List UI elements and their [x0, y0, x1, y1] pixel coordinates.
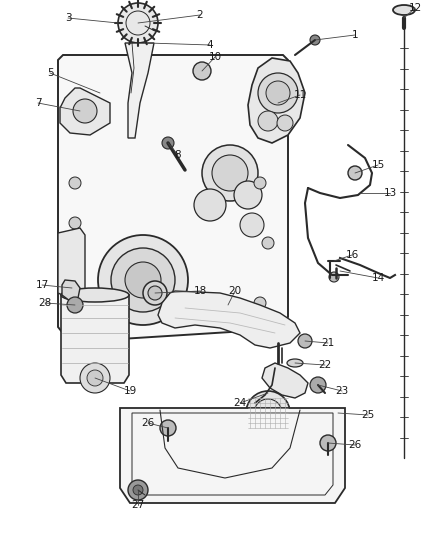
- Circle shape: [266, 81, 290, 105]
- Text: 28: 28: [39, 298, 52, 308]
- Text: 22: 22: [318, 360, 332, 370]
- Circle shape: [258, 73, 298, 113]
- Polygon shape: [158, 291, 300, 348]
- Text: 24: 24: [233, 398, 247, 408]
- Polygon shape: [60, 88, 110, 135]
- Text: 21: 21: [321, 338, 335, 348]
- Text: 15: 15: [371, 160, 385, 170]
- Circle shape: [246, 391, 290, 435]
- Circle shape: [310, 35, 320, 45]
- Circle shape: [133, 485, 143, 495]
- Circle shape: [254, 297, 266, 309]
- Polygon shape: [62, 280, 80, 301]
- Circle shape: [193, 62, 211, 80]
- Circle shape: [202, 145, 258, 201]
- Polygon shape: [120, 408, 345, 503]
- Circle shape: [234, 181, 262, 209]
- Circle shape: [143, 281, 167, 305]
- Text: 14: 14: [371, 273, 385, 283]
- Circle shape: [212, 155, 248, 191]
- Ellipse shape: [287, 359, 303, 367]
- Polygon shape: [248, 58, 305, 143]
- Text: 12: 12: [408, 3, 422, 13]
- Text: 10: 10: [208, 52, 222, 62]
- Ellipse shape: [61, 288, 129, 302]
- Circle shape: [111, 248, 175, 312]
- Text: 19: 19: [124, 386, 137, 396]
- Circle shape: [262, 237, 274, 249]
- Circle shape: [87, 370, 103, 386]
- Circle shape: [128, 480, 148, 500]
- Circle shape: [98, 235, 188, 325]
- Text: 17: 17: [35, 280, 49, 290]
- Polygon shape: [58, 228, 85, 303]
- Text: 26: 26: [348, 440, 362, 450]
- Text: 25: 25: [361, 410, 374, 420]
- Circle shape: [254, 177, 266, 189]
- Text: 20: 20: [229, 286, 242, 296]
- Text: 1: 1: [352, 30, 358, 40]
- Circle shape: [298, 334, 312, 348]
- Text: 27: 27: [131, 500, 145, 510]
- Circle shape: [74, 297, 86, 309]
- Circle shape: [310, 377, 326, 393]
- Text: 7: 7: [35, 98, 41, 108]
- Text: 26: 26: [141, 418, 155, 428]
- Text: 23: 23: [336, 386, 349, 396]
- Circle shape: [277, 115, 293, 131]
- Circle shape: [67, 297, 83, 313]
- Text: 13: 13: [383, 188, 397, 198]
- Circle shape: [194, 189, 226, 221]
- Circle shape: [240, 213, 264, 237]
- Polygon shape: [61, 295, 129, 383]
- Text: 16: 16: [346, 250, 359, 260]
- Text: 5: 5: [47, 68, 53, 78]
- Text: 11: 11: [293, 90, 307, 100]
- Text: 2: 2: [197, 10, 203, 20]
- Circle shape: [69, 217, 81, 229]
- Circle shape: [118, 3, 158, 43]
- Circle shape: [348, 166, 362, 180]
- Circle shape: [80, 363, 110, 393]
- Text: 4: 4: [207, 40, 213, 50]
- Polygon shape: [58, 55, 288, 342]
- Polygon shape: [262, 363, 308, 398]
- Circle shape: [258, 111, 278, 131]
- Text: 18: 18: [193, 286, 207, 296]
- Text: 3: 3: [65, 13, 71, 23]
- Circle shape: [160, 420, 176, 436]
- Circle shape: [148, 286, 162, 300]
- Ellipse shape: [393, 5, 415, 15]
- Circle shape: [320, 435, 336, 451]
- Circle shape: [162, 137, 174, 149]
- Circle shape: [125, 262, 161, 298]
- Circle shape: [329, 272, 339, 282]
- Text: 8: 8: [175, 150, 181, 160]
- Circle shape: [69, 177, 81, 189]
- Polygon shape: [125, 43, 154, 138]
- Circle shape: [73, 99, 97, 123]
